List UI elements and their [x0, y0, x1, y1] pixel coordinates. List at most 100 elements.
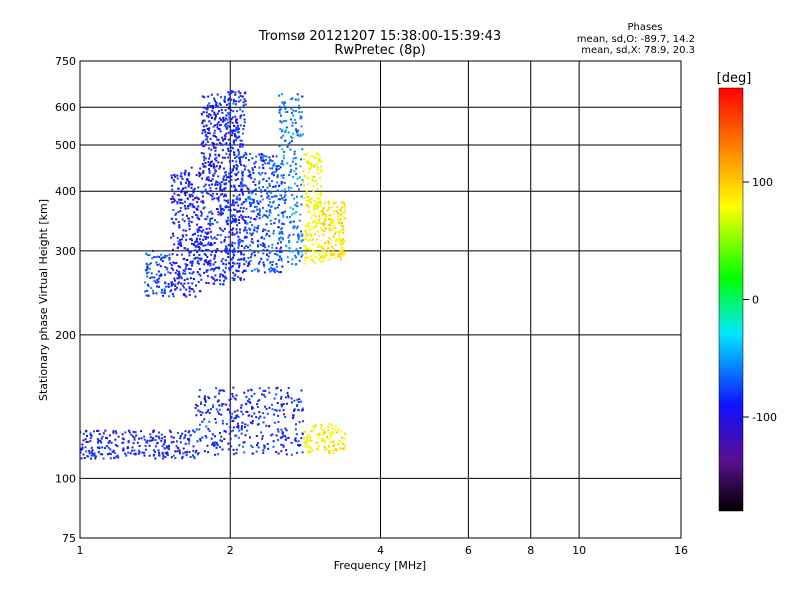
data-point: [268, 177, 271, 180]
data-point: [307, 195, 309, 198]
data-point: [251, 157, 254, 160]
data-point: [223, 187, 226, 190]
data-point: [191, 203, 194, 206]
data-point: [228, 175, 231, 178]
data-point: [249, 190, 252, 193]
data-point: [233, 219, 236, 222]
data-point: [288, 189, 290, 192]
data-point: [243, 278, 246, 281]
data-point: [301, 235, 304, 237]
data-point: [284, 202, 286, 205]
data-point: [293, 225, 296, 228]
data-point: [185, 259, 188, 262]
data-point: [264, 405, 266, 408]
data-point: [186, 248, 189, 251]
data-point: [86, 441, 89, 444]
data-point: [190, 183, 193, 186]
data-point: [198, 268, 201, 271]
data-point: [322, 207, 325, 209]
data-point: [320, 249, 323, 252]
data-point: [227, 201, 229, 204]
data-point: [318, 217, 321, 220]
data-point: [294, 204, 297, 207]
data-point: [210, 242, 213, 245]
data-point: [318, 234, 321, 237]
data-point: [312, 249, 314, 252]
data-point: [182, 269, 185, 272]
data-point: [185, 450, 188, 453]
data-point: [244, 220, 247, 223]
data-point: [220, 214, 223, 217]
data-point: [233, 278, 236, 281]
data-point: [326, 447, 329, 450]
data-point: [280, 236, 282, 239]
data-point: [234, 215, 236, 218]
data-point: [304, 256, 307, 259]
data-point: [235, 155, 238, 158]
data-point: [195, 239, 198, 242]
data-point: [172, 283, 174, 286]
data-point: [317, 445, 320, 448]
data-point: [231, 130, 234, 133]
data-point: [283, 104, 286, 107]
data-point: [124, 431, 127, 434]
data-point: [260, 431, 263, 434]
data-point: [285, 129, 288, 132]
data-point: [294, 440, 297, 443]
data-point: [254, 183, 257, 186]
data-point: [199, 439, 202, 442]
data-point: [278, 109, 281, 112]
data-point: [204, 188, 207, 191]
data-point: [92, 454, 95, 456]
data-point: [263, 416, 266, 419]
data-point: [179, 207, 182, 209]
data-point: [278, 94, 281, 97]
data-point: [204, 254, 207, 256]
data-point: [207, 427, 210, 430]
data-point: [268, 214, 271, 217]
data-point: [183, 220, 186, 223]
data-point: [223, 119, 226, 122]
data-point: [212, 278, 215, 280]
data-point: [340, 258, 343, 261]
data-point: [181, 234, 184, 237]
data-point: [202, 229, 205, 232]
data-point: [287, 143, 290, 145]
data-point: [227, 216, 229, 219]
data-point: [248, 263, 251, 266]
data-point: [181, 455, 184, 458]
data-point: [200, 401, 202, 404]
data-point: [262, 178, 265, 181]
data-point: [298, 111, 301, 114]
data-point: [235, 164, 238, 166]
data-point: [149, 436, 152, 439]
data-point: [315, 225, 318, 228]
data-point: [232, 271, 235, 274]
data-point: [263, 214, 266, 217]
data-point: [171, 248, 174, 251]
data-point: [295, 248, 298, 251]
data-point: [330, 221, 333, 224]
data-point: [292, 176, 294, 178]
data-point: [184, 207, 187, 210]
data-point: [198, 172, 201, 175]
data-point: [261, 198, 264, 201]
data-point: [144, 290, 147, 293]
data-point: [143, 451, 146, 454]
data-point: [324, 431, 327, 434]
data-point: [253, 178, 256, 181]
data-point: [232, 194, 235, 197]
data-point: [315, 193, 318, 196]
data-point: [332, 210, 335, 213]
data-point: [322, 429, 325, 432]
data-point: [253, 162, 256, 165]
data-point: [240, 406, 243, 409]
data-point: [273, 171, 276, 174]
data-point: [280, 405, 283, 408]
data-point: [288, 249, 291, 252]
data-point: [334, 232, 336, 235]
data-point: [198, 238, 201, 241]
data-point: [321, 213, 324, 216]
data-point: [308, 222, 311, 225]
data-point: [286, 145, 289, 148]
